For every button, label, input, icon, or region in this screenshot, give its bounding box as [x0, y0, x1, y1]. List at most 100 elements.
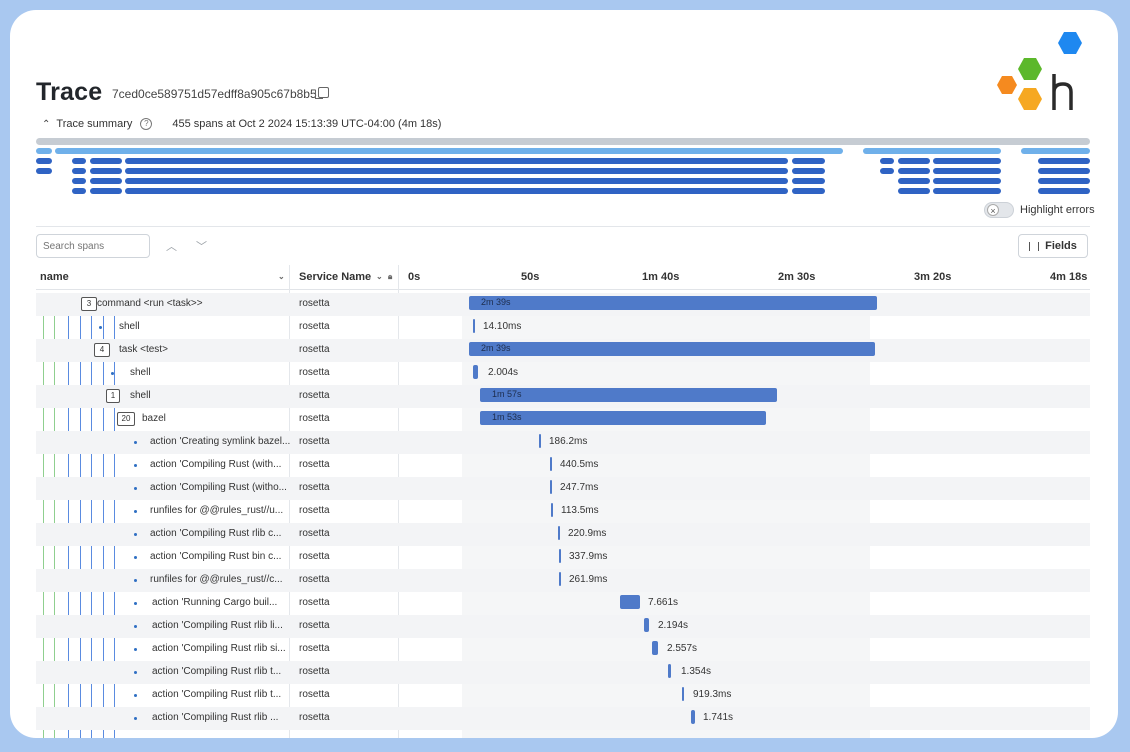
service-name: rosetta — [299, 551, 330, 562]
span-row[interactable]: action 'Compiling Rust rlib t... rosetta… — [36, 684, 1090, 707]
span-bar[interactable] — [559, 572, 561, 586]
span-dot — [134, 602, 137, 605]
honeycomb-logo — [997, 32, 1082, 110]
span-row[interactable]: action 'Running Cargo buil... rosetta 7.… — [36, 592, 1090, 615]
service-name: rosetta — [299, 528, 330, 539]
span-row[interactable]: action 'Compiling Rust rlib ... rosetta … — [36, 707, 1090, 730]
minimap-bar — [880, 158, 894, 164]
minimap-bar — [125, 168, 788, 174]
span-name: command <run <task>> — [97, 298, 203, 309]
minimap-bar — [72, 158, 86, 164]
tree-line — [43, 293, 44, 738]
span-name: action 'Compiling Rust rlib t... — [152, 689, 282, 700]
span-bar[interactable] — [473, 365, 478, 379]
minimap-bar — [1038, 158, 1090, 164]
span-bar[interactable] — [550, 457, 552, 471]
span-row[interactable]: action 'Creating symlink bazel... rosett… — [36, 431, 1090, 454]
span-dot — [134, 556, 137, 559]
span-name: action 'Compiling Rust (with... — [150, 459, 282, 470]
span-row[interactable]: action 'Compiling Rust rlib li... rosett… — [36, 615, 1090, 638]
span-bar[interactable] — [473, 319, 475, 333]
column-separator — [289, 265, 290, 738]
span-duration: 220.9ms — [568, 528, 607, 539]
span-row[interactable]: 4 task <test> rosetta 2m 39s — [36, 339, 1090, 362]
span-bar[interactable] — [644, 618, 649, 632]
column-header-name[interactable]: name — [40, 271, 69, 283]
span-row[interactable]: action 'Compiling Rust (with... rosetta … — [36, 454, 1090, 477]
column-header-service[interactable]: Service Name — [299, 271, 372, 283]
minimap-bar — [90, 178, 122, 184]
span-dot — [134, 671, 137, 674]
span-name: action 'Compiling Rust rlib li... — [152, 620, 283, 631]
span-row[interactable]: action 'Compiling Rust (witho... rosetta… — [36, 477, 1090, 500]
span-bar[interactable] — [652, 641, 658, 655]
span-bar[interactable]: 1m 57s — [480, 388, 777, 402]
lock-icon[interactable]: 🔒︎ — [388, 272, 393, 281]
chevron-down-icon[interactable]: ﹀ — [196, 241, 207, 253]
chevron-down-icon[interactable]: ⌄ — [278, 272, 285, 281]
service-name: rosetta — [299, 321, 330, 332]
minimap-bar — [125, 178, 788, 184]
columns-icon — [1029, 241, 1040, 251]
toggle-switch[interactable]: × — [984, 202, 1014, 218]
span-bar[interactable] — [691, 710, 695, 724]
search-spans-input[interactable] — [36, 234, 150, 258]
minimap-bar — [72, 188, 86, 194]
span-bar[interactable] — [550, 480, 552, 494]
minimap-bar — [933, 168, 1001, 174]
trace-id: 7ced0ce589751d57edff8a905c67b8b5 — [112, 87, 317, 101]
minimap-bar — [90, 158, 122, 164]
span-row[interactable]: 3 command <run <task>> rosetta 2m 39s — [36, 293, 1090, 316]
minimap-bar — [125, 158, 788, 164]
span-bar[interactable]: 2m 39s — [469, 296, 877, 310]
span-name: action 'Compiling Rust rlib ... — [152, 712, 279, 723]
trace-summary-toggle[interactable]: ⌃ Trace summary ? 455 spans at Oct 2 202… — [42, 118, 441, 130]
tick-label: 2m 30s — [778, 271, 816, 283]
span-row[interactable]: action 'Compiling Rust bin c... rosetta … — [36, 546, 1090, 569]
minimap-bar — [898, 188, 930, 194]
trace-minimap[interactable] — [36, 138, 1090, 198]
minimap-bar — [1021, 148, 1090, 154]
child-count-badge[interactable]: 4 — [94, 343, 110, 357]
service-name: rosetta — [299, 367, 330, 378]
span-row[interactable]: action 'Compiling Rust rlib si... rosett… — [36, 638, 1090, 661]
help-icon[interactable]: ? — [140, 118, 153, 130]
tick-label: 0s — [408, 271, 421, 283]
span-dot — [134, 579, 137, 582]
child-count-badge[interactable]: 3 — [81, 297, 97, 311]
child-count-badge[interactable]: 20 — [117, 412, 135, 426]
fields-button[interactable]: Fields — [1018, 234, 1088, 258]
span-row[interactable]: action 'Compiling Rust rlib c... rosetta… — [36, 523, 1090, 546]
span-row[interactable]: runfiles for @@rules_rust//c... rosetta … — [36, 569, 1090, 592]
copy-icon[interactable] — [315, 87, 329, 99]
span-row[interactable]: runfiles for @@rules_rust//u... rosetta … — [36, 500, 1090, 523]
span-bar[interactable]: 1m 53s — [480, 411, 766, 425]
span-name: action 'Compiling Rust rlib t... — [152, 666, 282, 677]
span-bar[interactable] — [539, 434, 541, 448]
tree-line — [114, 293, 115, 738]
span-row[interactable]: shell rosetta 14.10ms — [36, 316, 1090, 339]
span-row[interactable]: 1 shell rosetta 1m 57s — [36, 385, 1090, 408]
span-row[interactable]: action 'Compiling Rust rlib t... rosetta… — [36, 661, 1090, 684]
tree-line — [80, 293, 81, 738]
minimap-bar — [933, 178, 1001, 184]
span-row[interactable]: 20 bazel rosetta 1m 53s — [36, 408, 1090, 431]
minimap-bar — [1038, 188, 1090, 194]
highlight-errors-toggle[interactable]: × Highlight errors — [984, 202, 1095, 218]
span-bar[interactable] — [668, 664, 671, 678]
minimap-bar — [90, 188, 122, 194]
span-bar[interactable] — [620, 595, 640, 609]
chevron-down-icon[interactable]: ⌄ — [376, 272, 383, 281]
span-bar[interactable] — [551, 503, 553, 517]
span-bar[interactable] — [682, 687, 684, 701]
span-duration: 14.10ms — [483, 321, 522, 332]
span-row[interactable]: shell rosetta 2.004s — [36, 362, 1090, 385]
span-bar[interactable] — [558, 526, 560, 540]
minimap-bar — [72, 178, 86, 184]
minimap-bar — [933, 188, 1001, 194]
child-count-badge[interactable]: 1 — [106, 389, 120, 403]
chevron-up-icon[interactable]: ︿ — [166, 241, 177, 253]
span-bar[interactable] — [559, 549, 561, 563]
span-bar[interactable]: 2m 39s — [469, 342, 875, 356]
service-name: rosetta — [299, 712, 330, 723]
